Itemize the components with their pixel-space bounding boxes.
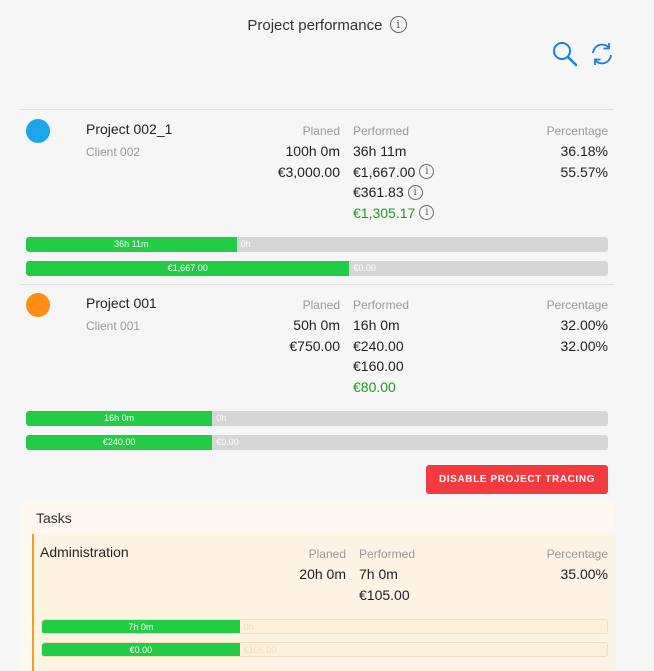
- progress-fill: [26, 261, 350, 276]
- info-icon[interactable]: i: [389, 15, 407, 33]
- progress-done-label: 36h 11m: [114, 239, 149, 249]
- project-color-dot: [26, 119, 50, 143]
- progress-done-label: 16h 0m: [104, 413, 135, 423]
- progress-fill: [26, 411, 213, 426]
- percentage-label: Percentage: [546, 298, 608, 312]
- performed-label: Performed: [353, 124, 410, 138]
- money-progress-bar: €1,667.00 €0.00: [26, 261, 608, 276]
- info-icon[interactable]: i: [419, 164, 435, 180]
- refresh-icon[interactable]: [588, 40, 616, 68]
- disable-project-tracing-button[interactable]: DISABLE PROJECT TRACING: [426, 465, 608, 494]
- planed-column: Planed 20h 0m: [246, 544, 346, 585]
- percentage-column: Percentage 36.18% 55.57%: [480, 121, 608, 182]
- project-client: Client 002: [86, 145, 141, 159]
- planed-hours: 50h 0m: [293, 317, 340, 333]
- money-progress-bar: €0.00 €105.00: [41, 642, 608, 657]
- progress-done-label: €240.00: [102, 437, 136, 447]
- progress-done-label: 7h 0m: [128, 622, 154, 632]
- percentage-amount: 32.00%: [560, 337, 608, 354]
- progress-fill: [26, 237, 237, 252]
- time-progress-bar: 16h 0m 0h: [26, 411, 608, 426]
- info-icon[interactable]: i: [419, 205, 435, 221]
- time-progress-bar: 36h 11m 0h: [26, 237, 608, 252]
- performed-profit: €80.00: [353, 378, 396, 395]
- money-progress-bar: €240.00 €0.00: [26, 435, 608, 450]
- planed-column: Planed 50h 0m €750.00: [240, 295, 340, 356]
- search-icon[interactable]: [551, 40, 579, 68]
- progress-remaining-label: €0.00: [216, 437, 239, 447]
- task-card: Administration Planed 20h 0m Performed 7…: [32, 534, 614, 671]
- progress-done-label: €1,667.00: [167, 263, 208, 273]
- progress-remaining-label: €105.00: [243, 645, 277, 655]
- planed-amount: €750.00: [289, 337, 340, 354]
- progress-fill: [26, 435, 213, 450]
- performed-column: Performed 36h 11m €1,667.00 i €361.83 i €1…: [353, 121, 493, 223]
- performed-amount-row: €1,667.00 i: [353, 162, 493, 183]
- performed-hours: 16h 0m: [353, 317, 400, 333]
- time-progress-bar: 7h 0m 0h: [41, 619, 608, 634]
- percentage-label: Percentage: [546, 124, 608, 138]
- performed-column: Performed 16h 0m €240.00 €160.00 €80.00: [353, 295, 493, 397]
- progress-remaining-label: 0h: [243, 622, 254, 632]
- percentage-amount: 55.57%: [560, 163, 608, 180]
- performed-label: Performed: [353, 298, 410, 312]
- performed-hours: 7h 0m: [359, 566, 398, 582]
- performed-profit-row: €1,305.17 i: [353, 203, 493, 224]
- percentage-label: Percentage: [546, 547, 608, 561]
- progress-done-label: €0.00: [129, 645, 153, 655]
- performed-column: Performed 7h 0m €105.00: [359, 544, 499, 605]
- performed-amount: €240.00: [353, 337, 404, 354]
- divider: [20, 109, 614, 110]
- progress-remaining-label: 0h: [216, 413, 227, 423]
- performed-hours: 36h 11m: [353, 143, 407, 159]
- info-icon[interactable]: i: [407, 184, 423, 200]
- performed-cost: €160.00: [353, 358, 404, 374]
- percentage-column: Percentage 32.00% 32.00%: [480, 295, 608, 356]
- project-color-dot: [26, 293, 50, 317]
- progress-remaining-label: €0.00: [353, 263, 376, 273]
- planed-label: Planed: [302, 298, 340, 312]
- task-indicator-line: [32, 534, 34, 671]
- task-name[interactable]: Administration: [40, 544, 129, 560]
- percentage-column: Percentage 35.00%: [478, 544, 608, 585]
- percentage-hours: 35.00%: [560, 566, 608, 582]
- page-title: Project performance i: [0, 15, 654, 34]
- planed-label: Planed: [302, 124, 340, 138]
- percentage-hours: 36.18%: [560, 143, 608, 159]
- divider: [20, 284, 614, 285]
- planed-label: Planed: [308, 547, 346, 561]
- percentage-hours: 32.00%: [560, 317, 608, 333]
- planed-hours: 20h 0m: [299, 566, 346, 582]
- progress-fill: [42, 643, 240, 656]
- planed-hours: 100h 0m: [285, 143, 340, 159]
- performed-cost-row: €361.83 i: [353, 182, 493, 203]
- performed-amount: €105.00: [359, 586, 410, 603]
- progress-fill: [42, 620, 240, 633]
- tasks-title: Tasks: [36, 510, 72, 526]
- tasks-panel: Tasks Administration Planed 20h 0m Perfo…: [20, 501, 614, 671]
- project-card: Project 002_1 Client 002 Planed 100h 0m …: [20, 110, 614, 284]
- project-name[interactable]: Project 002_1: [86, 121, 173, 137]
- project-name[interactable]: Project 001: [86, 295, 157, 311]
- planed-amount: €3,000.00: [277, 163, 340, 180]
- project-card: Project 001 Client 001 Planed 50h 0m €75…: [20, 284, 614, 459]
- performed-label: Performed: [359, 547, 416, 561]
- project-client: Client 001: [86, 319, 141, 333]
- progress-remaining-label: 0h: [240, 239, 251, 249]
- planed-column: Planed 100h 0m €3,000.00: [240, 121, 340, 182]
- page-title-text: Project performance: [247, 17, 383, 34]
